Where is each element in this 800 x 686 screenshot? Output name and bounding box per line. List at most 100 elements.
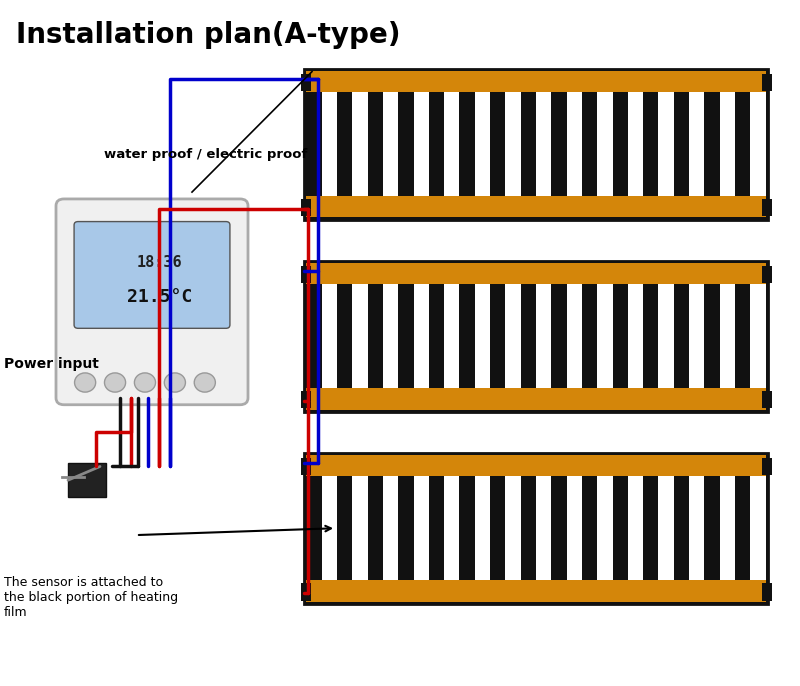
Bar (674, 284, 689, 388)
Bar (566, 284, 582, 388)
Bar (689, 476, 704, 580)
Bar (368, 284, 383, 388)
Bar (68, 463, 106, 497)
Bar (720, 92, 735, 196)
Bar (306, 196, 766, 217)
Bar (521, 476, 536, 580)
Bar (674, 92, 689, 196)
Bar (337, 284, 352, 388)
Bar (306, 263, 766, 284)
Bar (490, 284, 506, 388)
Bar (521, 92, 536, 196)
Bar (383, 476, 398, 580)
Bar (750, 476, 766, 580)
Bar (643, 92, 658, 196)
Bar (762, 392, 772, 408)
Bar (459, 476, 474, 580)
Bar (398, 284, 414, 388)
Bar (306, 476, 322, 580)
Bar (414, 92, 429, 196)
Bar (566, 92, 582, 196)
Bar (306, 580, 766, 602)
Bar (398, 476, 414, 580)
Bar (429, 284, 444, 388)
Bar (720, 476, 735, 580)
Bar (490, 92, 506, 196)
Bar (735, 92, 750, 196)
Ellipse shape (134, 373, 155, 392)
Text: The sensor is attached to
the black portion of heating
film: The sensor is attached to the black port… (4, 576, 178, 619)
Bar (398, 92, 414, 196)
Bar (474, 92, 490, 196)
FancyBboxPatch shape (74, 222, 230, 329)
Bar (720, 284, 735, 388)
Bar (459, 284, 474, 388)
Bar (474, 284, 490, 388)
Bar (704, 284, 720, 388)
FancyBboxPatch shape (56, 199, 248, 405)
Bar (414, 284, 429, 388)
Bar (306, 455, 766, 476)
Bar (444, 284, 459, 388)
Bar (551, 476, 566, 580)
Bar (658, 284, 674, 388)
Ellipse shape (194, 373, 215, 392)
Bar (301, 584, 310, 600)
Bar (474, 476, 490, 580)
Ellipse shape (105, 373, 126, 392)
Ellipse shape (164, 373, 186, 392)
Bar (506, 284, 521, 388)
Bar (506, 92, 521, 196)
Bar (429, 476, 444, 580)
Bar (762, 584, 772, 600)
Bar (762, 458, 772, 475)
Text: 21.5°C: 21.5°C (126, 288, 192, 306)
Bar (352, 476, 368, 580)
Bar (301, 265, 310, 283)
Bar (414, 476, 429, 580)
Bar (322, 476, 337, 580)
Bar (735, 284, 750, 388)
Bar (337, 92, 352, 196)
Bar (304, 261, 768, 412)
Bar (306, 284, 322, 388)
Text: Power input: Power input (4, 357, 99, 370)
Text: 18:36: 18:36 (137, 255, 182, 270)
Bar (598, 284, 613, 388)
Bar (598, 476, 613, 580)
Bar (521, 284, 536, 388)
Bar (459, 92, 474, 196)
Bar (536, 476, 551, 580)
Bar (322, 92, 337, 196)
Bar (689, 284, 704, 388)
Bar (613, 92, 628, 196)
Bar (306, 388, 766, 410)
Bar (490, 476, 506, 580)
Bar (444, 92, 459, 196)
Bar (674, 476, 689, 580)
Bar (689, 92, 704, 196)
Text: water proof / electric proof: water proof / electric proof (104, 148, 307, 161)
Bar (628, 476, 643, 580)
Bar (306, 92, 322, 196)
Bar (301, 200, 310, 216)
Bar (301, 458, 310, 475)
Bar (566, 476, 582, 580)
Bar (750, 92, 766, 196)
Bar (352, 284, 368, 388)
Bar (306, 71, 766, 92)
Ellipse shape (74, 373, 96, 392)
Bar (750, 284, 766, 388)
Bar (301, 73, 310, 91)
Bar (322, 284, 337, 388)
Bar (704, 92, 720, 196)
Bar (304, 69, 768, 220)
Bar (582, 92, 598, 196)
Bar (551, 92, 566, 196)
Bar (304, 453, 768, 604)
Bar (536, 284, 551, 388)
Bar (582, 476, 598, 580)
Bar (643, 284, 658, 388)
Bar (352, 92, 368, 196)
Bar (628, 92, 643, 196)
